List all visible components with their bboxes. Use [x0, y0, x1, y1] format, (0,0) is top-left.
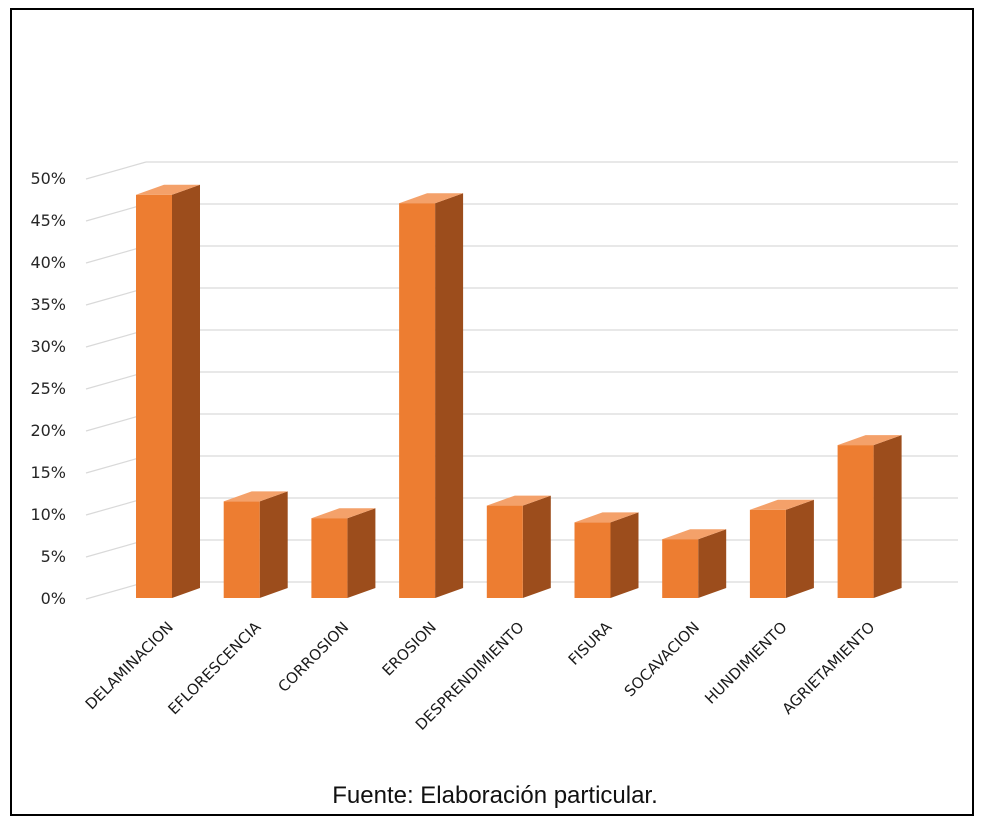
bar-side	[698, 529, 727, 598]
bar-side	[347, 508, 376, 598]
bar-top	[486, 495, 551, 506]
x-tick-label: EFLORESCENCIA	[164, 618, 265, 719]
x-tick-label: DELAMINACION	[82, 618, 177, 713]
source-note: Fuente: Elaboración particular.	[332, 782, 658, 809]
bar-top	[749, 499, 814, 510]
bar-front	[749, 509, 786, 598]
bar-front	[399, 203, 436, 598]
x-tick-label: CORROSION	[275, 618, 353, 696]
x-tick-label: AGRIETAMIENTO	[779, 618, 879, 718]
bar-top	[837, 435, 902, 446]
bar-side	[172, 184, 200, 599]
y-axis-tick-labels: 0% 5% 10% 15% 20% 25% 30% 35% 40% 45% 50%	[30, 169, 66, 608]
bar	[136, 184, 200, 599]
y-tick-label: 5%	[41, 547, 66, 566]
bar-side	[873, 435, 902, 598]
y-tick-label: 0%	[41, 589, 66, 608]
bar-front	[486, 505, 523, 598]
x-tick-label: SOCAVACION	[621, 618, 703, 700]
bar-side	[610, 512, 639, 598]
y-tick-label: 20%	[30, 421, 66, 440]
bar-front	[837, 445, 874, 598]
bar-top	[311, 508, 376, 519]
bar-side	[435, 193, 464, 598]
bar-top	[136, 184, 200, 195]
bar	[662, 529, 727, 598]
bar	[749, 499, 814, 598]
bar-top	[574, 512, 639, 523]
bar-front	[574, 522, 611, 598]
bar	[486, 495, 551, 598]
y-tick-label: 15%	[30, 463, 66, 482]
y-tick-label: 35%	[30, 295, 66, 314]
y-tick-label: 45%	[30, 211, 66, 230]
x-tick-label: HUNDIMIENTO	[701, 618, 790, 707]
bars	[136, 184, 902, 599]
bar-front	[311, 518, 348, 598]
y-tick-label: 25%	[30, 379, 66, 398]
gridline-diagonal	[85, 161, 147, 180]
bar-front	[136, 194, 172, 599]
bar-top	[223, 491, 288, 502]
bar-front	[662, 539, 699, 598]
bar	[837, 435, 902, 598]
bar-side	[785, 499, 814, 598]
y-tick-label: 40%	[30, 253, 66, 272]
bar-side	[259, 491, 288, 598]
bar	[223, 491, 288, 598]
x-tick-label: EROSION	[379, 618, 440, 679]
bar	[399, 193, 464, 598]
y-tick-label: 10%	[30, 505, 66, 524]
bar-front	[223, 501, 260, 598]
bar-side	[522, 495, 551, 598]
bar-top	[662, 529, 727, 540]
bar-top	[399, 193, 464, 204]
x-tick-label: FISURA	[565, 618, 616, 669]
y-tick-label: 50%	[30, 169, 66, 188]
bar	[311, 508, 376, 598]
y-tick-label: 30%	[30, 337, 66, 356]
bar	[574, 512, 639, 598]
